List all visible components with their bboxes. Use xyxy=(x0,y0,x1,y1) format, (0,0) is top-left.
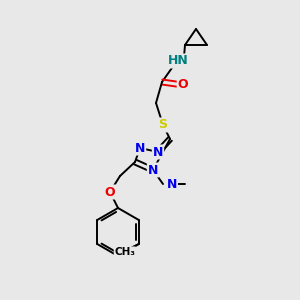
Text: HN: HN xyxy=(168,55,188,68)
Text: N: N xyxy=(135,142,145,154)
Text: N: N xyxy=(153,146,163,158)
Text: N: N xyxy=(148,164,158,176)
Text: O: O xyxy=(105,185,115,199)
Text: O: O xyxy=(178,79,188,92)
Text: S: S xyxy=(158,118,167,131)
Text: CH₃: CH₃ xyxy=(114,247,135,257)
Text: N: N xyxy=(167,178,177,190)
